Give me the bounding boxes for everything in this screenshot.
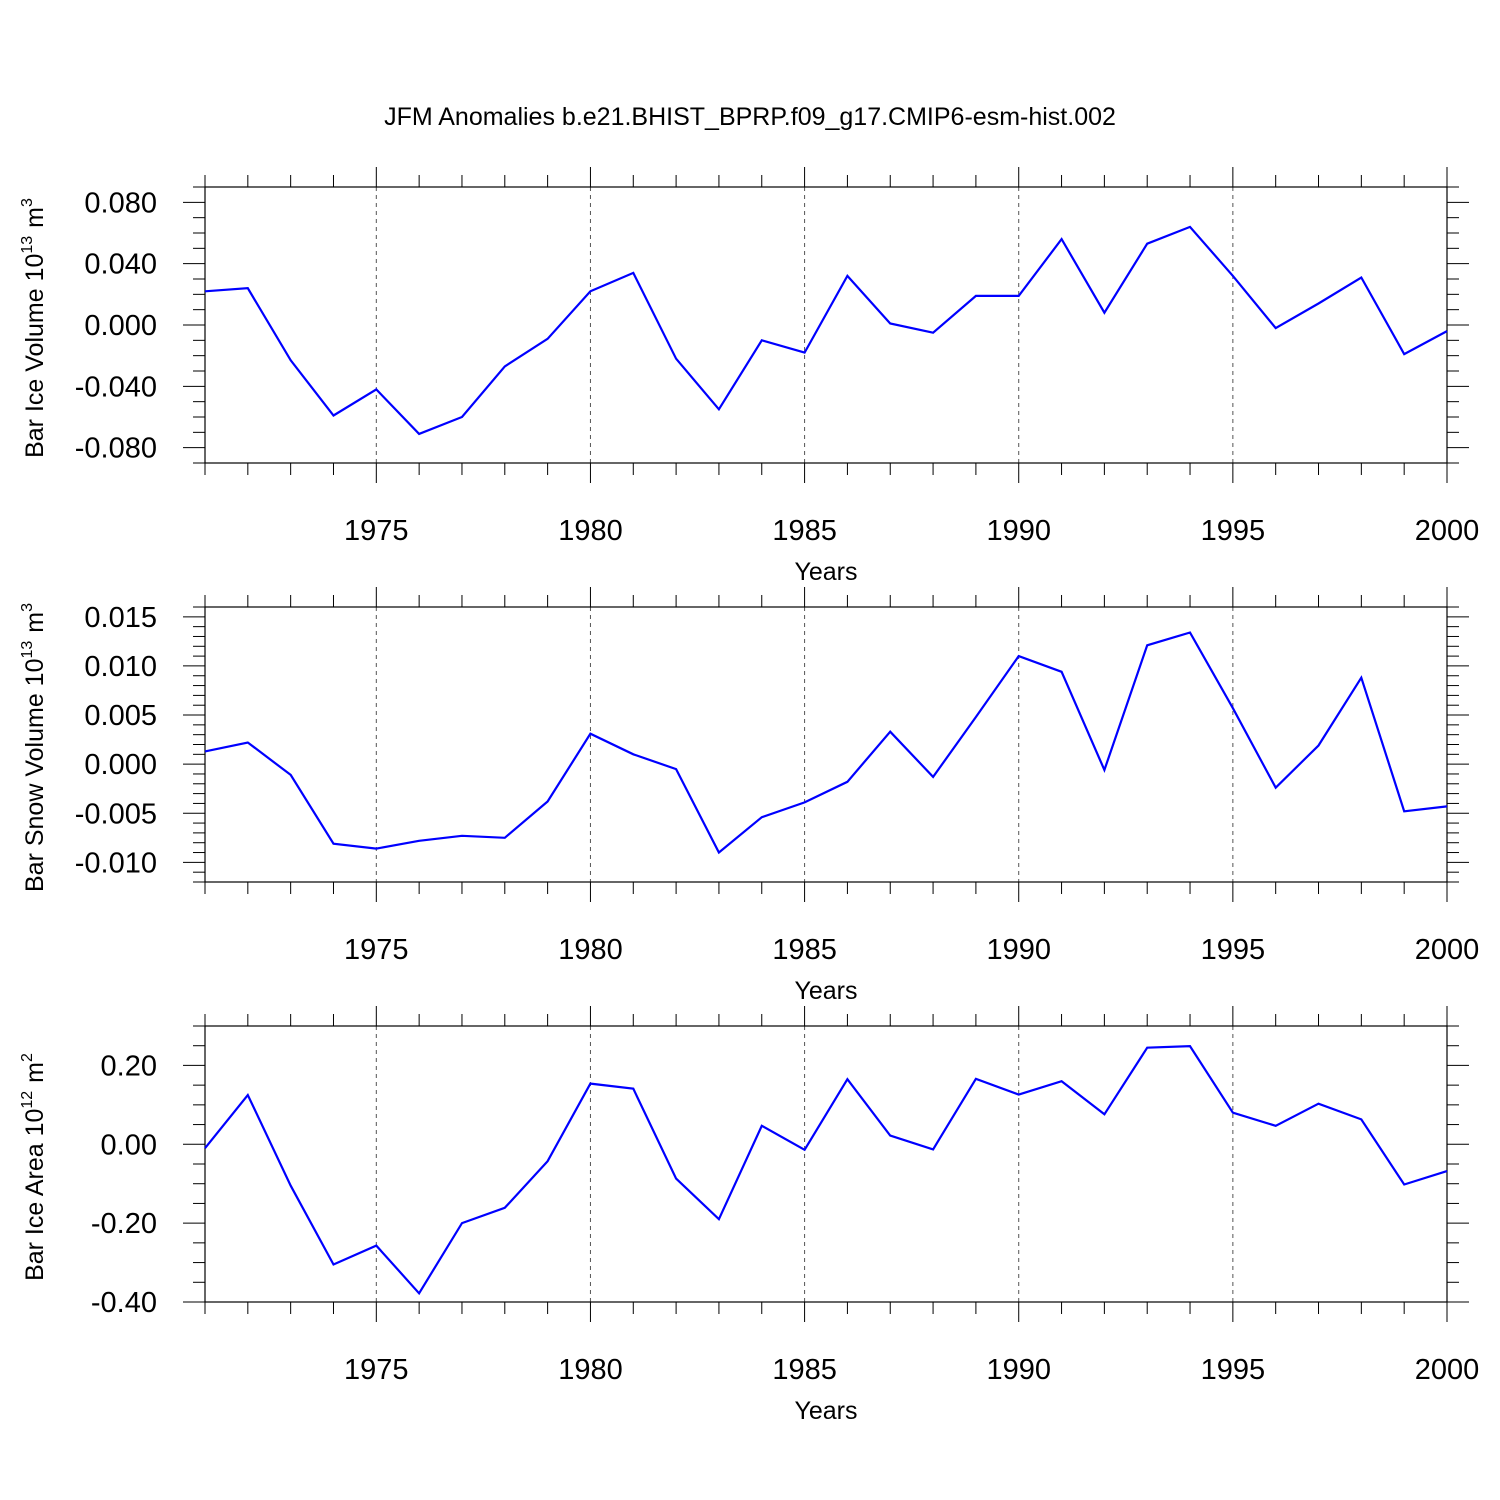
y-tick-label: 0.005: [84, 700, 157, 732]
x-tick-label: 1980: [558, 1354, 623, 1386]
x-tick-label: 1985: [772, 934, 837, 966]
y-axis-label: Bar Snow Volume 1013m3: [19, 603, 49, 892]
y-tick-label: -0.005: [75, 798, 157, 830]
y-axis-label: Bar Ice Area 1012m2: [19, 1053, 49, 1281]
x-axis-label: Years: [794, 558, 857, 586]
plot-frame: [204, 186, 1448, 464]
plot-frame: [204, 606, 1448, 883]
plot-frame: [204, 1025, 1448, 1303]
y-axis-label: Bar Ice Volume 1013m3: [19, 198, 49, 458]
y-tick-label: 0.015: [84, 602, 157, 634]
y-tick-label: 0.000: [84, 749, 157, 781]
panel-ice-volume: 1975 1980 1985 1990 1995 2000 0.080 0.040 0.000 -…: [19, 167, 1479, 586]
x-tick-label: 1980: [558, 934, 623, 966]
x-axis-label: Years: [794, 977, 857, 1005]
x-tick-label: 1995: [1201, 515, 1266, 547]
panel-ice-area: 1975 1980 1985 1990 1995 2000 0.20 0.00 -0.20 -0.…: [19, 1006, 1479, 1425]
x-tick-label: 2000: [1415, 1354, 1480, 1386]
y-tick-label: 0.040: [84, 249, 157, 281]
x-tick-label: 1985: [772, 1354, 837, 1386]
series-line: [204, 1044, 1448, 1296]
y-tick-label: 0.20: [101, 1050, 157, 1082]
x-tick-label: 1990: [986, 515, 1051, 547]
y-tick-label: -0.20: [91, 1208, 157, 1240]
x-tick-label: 1990: [986, 1354, 1051, 1386]
x-tick-label: 1985: [772, 515, 837, 547]
series-line: [204, 631, 1448, 855]
y-tick-label: -0.40: [91, 1287, 157, 1319]
x-tick-label: 1980: [558, 515, 623, 547]
x-tick-label: 1995: [1201, 1354, 1266, 1386]
x-tick-label: 1975: [344, 515, 409, 547]
panel-snow-volume: 1975 1980 1985 1990 1995 2000 0.015 0.010 0.005 0…: [19, 587, 1479, 1005]
y-tick-label: 0.010: [84, 651, 157, 683]
y-tick-label: 0.000: [84, 310, 157, 342]
y-tick-label: -0.040: [75, 371, 157, 403]
y-tick-label: -0.010: [75, 847, 157, 879]
x-tick-label: 1995: [1201, 934, 1266, 966]
x-tick-label: 1990: [986, 934, 1051, 966]
x-tick-label: 1975: [344, 934, 409, 966]
x-tick-label: 2000: [1415, 515, 1480, 547]
x-tick-label: 2000: [1415, 934, 1480, 966]
y-tick-label: -0.080: [75, 433, 157, 465]
chart-title: JFM Anomalies b.e21.BHIST_BPRP.f09_g17.C…: [384, 103, 1116, 131]
y-tick-label: 0.080: [84, 187, 157, 219]
series-line: [204, 225, 1448, 436]
x-axis-label: Years: [794, 1397, 857, 1425]
y-tick-label: 0.00: [101, 1129, 157, 1161]
x-tick-label: 1975: [344, 1354, 409, 1386]
